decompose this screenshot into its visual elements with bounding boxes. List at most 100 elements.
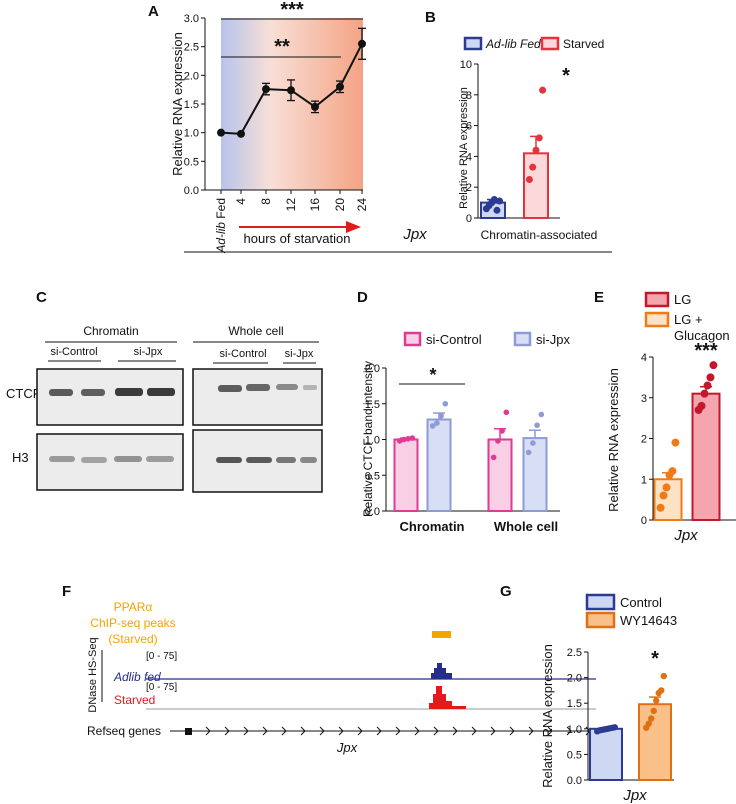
panel-letter-g: G <box>500 583 512 600</box>
track-ppar-peak <box>432 631 451 638</box>
panel-e-sig: *** <box>694 340 718 362</box>
track-adlib-peak <box>431 663 452 679</box>
track-refseq-strand-arrow <box>281 726 287 736</box>
panel-d-chart: si-Control si-Jpx Relative CTCF band int… <box>361 331 570 534</box>
blot-band <box>115 388 143 396</box>
track-refseq-strand-arrow <box>205 726 211 736</box>
track-ppar-line1: PPARα <box>114 600 153 614</box>
panel-f-tracks: PPARα ChIP-seq peaks (Starved) DNase HS-… <box>87 600 596 755</box>
panel-b-ylabel: Relative RNA expression <box>458 87 470 209</box>
panel-e-y-tick-label: 0 <box>641 515 647 527</box>
panel-a-x-tick-label: Ad-lib Fed <box>214 198 228 254</box>
track-refseq-strand-arrow <box>452 726 458 736</box>
panel-g-point <box>653 697 660 704</box>
panel-g-y-tick-label: 2.0 <box>567 673 582 685</box>
panel-g-y-tick-label: 0.0 <box>567 775 582 787</box>
panel-b-legend-swatch-starved <box>540 36 560 51</box>
panel-b-point <box>532 146 540 154</box>
panel-a-point <box>237 129 245 138</box>
panel-e-point <box>706 373 715 382</box>
panel-d-group-wholecell: Whole cell <box>494 519 558 534</box>
panel-a-y-tick-label: 2.0 <box>184 70 199 82</box>
panel-d-point <box>490 454 497 461</box>
blot-band <box>300 457 317 463</box>
track-refseq-strand-arrow <box>433 726 439 736</box>
track-ppar-line3: (Starved) <box>108 632 157 646</box>
panel-a-point <box>358 39 366 48</box>
panel-b-point <box>496 197 504 205</box>
panel-b-legend-swatch-fed <box>463 36 483 51</box>
panel-letter-d: D <box>357 289 368 306</box>
panel-a-sig-short: ** <box>274 36 290 58</box>
panel-d-legend-jpx: si-Jpx <box>536 332 570 347</box>
panel-b-xlabel: Chromatin-associated <box>481 228 598 242</box>
blot-band <box>246 384 270 391</box>
blot-band <box>114 456 142 462</box>
panel-c-blot: Chromatin si-Control si-Jpx Whole cell s… <box>6 324 323 493</box>
panel-e-point <box>671 438 680 447</box>
panel-a-y-tick-label: 2.5 <box>184 42 199 54</box>
panel-letter-a: A <box>148 3 159 20</box>
panel-e-chart: LG LG + Glucagon Relative RNA expression… <box>606 291 736 544</box>
blot-band <box>146 456 174 462</box>
blot-band <box>303 385 317 390</box>
panel-b-point <box>490 196 498 204</box>
panel-g-legend-control: Control <box>620 595 662 610</box>
track-refseq-strand-arrow <box>224 726 230 736</box>
panel-d-point <box>409 435 416 441</box>
panel-a-y-tick-label: 3.0 <box>184 13 199 25</box>
panel-d-y-tick-label: 0.5 <box>365 470 380 482</box>
panel-d-point <box>396 438 403 444</box>
panel-b-point <box>525 176 533 183</box>
panel-d-point <box>442 400 449 407</box>
panel-a-x-tick-label: 24 <box>355 198 369 212</box>
panel-e-ylabel: Relative RNA expression <box>606 368 621 512</box>
panel-d-legend-control: si-Control <box>426 332 482 347</box>
blot-band <box>81 457 107 463</box>
panel-b-y-tick-label: 2 <box>466 182 472 194</box>
track-starved-peak <box>429 686 466 709</box>
blot-wholecell-sicontrol: si-Control <box>219 348 266 360</box>
panel-b-chart: Ad-lib Fed Starved Relative RNA expressi… <box>458 36 604 242</box>
panel-d-bar <box>522 437 548 513</box>
panel-d-bar <box>426 418 452 513</box>
track-refseq-strand-arrow <box>262 726 268 736</box>
track-range-1: [0 - 75] <box>146 651 177 662</box>
panel-a-x-tick-label: 12 <box>284 198 298 212</box>
panel-g-bar <box>638 703 672 781</box>
panel-g-point <box>648 715 655 722</box>
panel-b-point <box>539 86 547 94</box>
panel-d-bar <box>487 438 513 512</box>
panel-a-sig-long: *** <box>280 0 304 21</box>
panel-a-point <box>287 86 295 95</box>
panel-a-point <box>217 128 225 137</box>
panel-b-y-tick-label: 4 <box>466 151 472 163</box>
panel-a-y-tick-label: 0.0 <box>184 185 199 197</box>
panel-e-point <box>709 361 718 370</box>
track-refseq-strand-arrow <box>566 726 572 736</box>
panel-g-y-tick-label: 0.5 <box>567 749 582 761</box>
track-adlib-label: Adlib fed <box>113 670 161 684</box>
blot-wholecell-sijpx: si-Jpx <box>285 348 314 360</box>
panel-e-y-tick-label: 1 <box>641 474 647 486</box>
track-refseq-strand-arrow <box>319 726 325 736</box>
track-dnase-label: DNase HS-Seq <box>87 637 99 712</box>
panel-d-bar <box>393 438 419 512</box>
panel-d-point <box>401 436 407 443</box>
blot-band <box>49 389 73 396</box>
panel-g-point <box>611 724 618 731</box>
panel-d-group-chromatin: Chromatin <box>400 519 465 534</box>
panel-a-y-tick-label: 1.0 <box>184 128 199 140</box>
panel-d-point <box>534 422 540 429</box>
panel-d-point <box>525 449 532 456</box>
panel-a-x-tick-label: 16 <box>308 198 322 212</box>
panel-g-y-tick-label: 1.5 <box>567 698 582 710</box>
blot-row-h3: H3 <box>12 450 29 465</box>
panel-e-y-tick-label: 2 <box>641 434 647 446</box>
panel-d-y-tick-label: 0.0 <box>365 506 380 518</box>
panel-a-chart: Relative RNA expression 0.0 0.5 1.0 1.5 2.0 2… <box>170 0 612 254</box>
panel-g-ylabel: Relative RNA expression <box>540 644 555 788</box>
panel-d-point <box>405 435 411 442</box>
panel-g-y-tick-label: 2.5 <box>567 647 582 659</box>
